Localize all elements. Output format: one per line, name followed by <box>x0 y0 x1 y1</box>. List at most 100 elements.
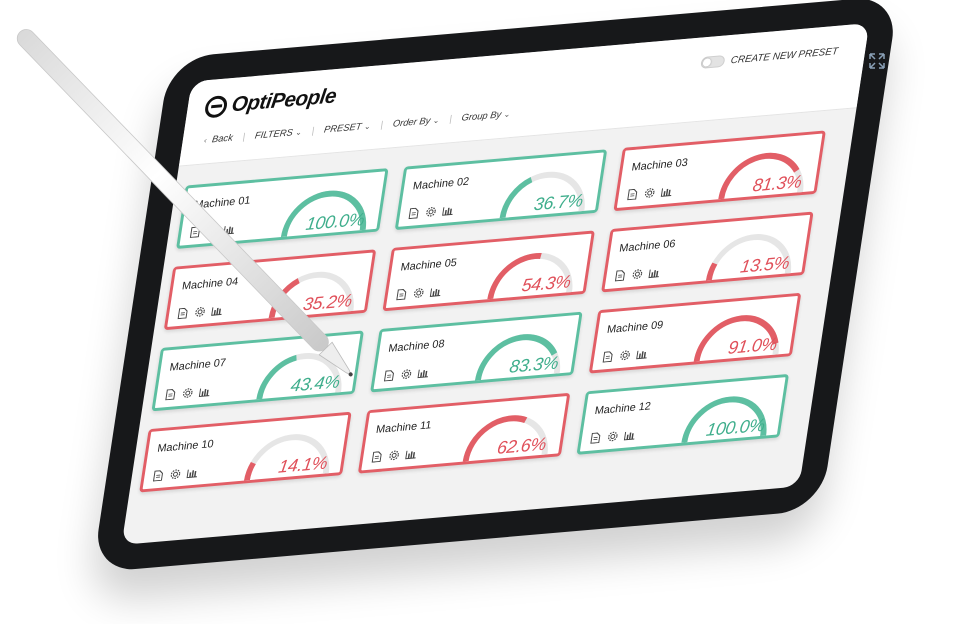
card-actions <box>614 265 660 282</box>
machine-card[interactable]: Machine 05 54.3% <box>382 230 595 312</box>
machine-name: Machine 10 <box>156 438 215 455</box>
machine-card[interactable]: Machine 12 100.0% <box>576 373 790 455</box>
card-actions <box>383 365 429 382</box>
bar-chart-icon[interactable] <box>198 384 211 397</box>
bar-chart-icon[interactable] <box>405 446 417 460</box>
card-actions <box>165 384 211 401</box>
machine-name: Machine 07 <box>168 356 227 374</box>
expand-icon[interactable] <box>868 52 885 69</box>
preset-dropdown[interactable]: PRESET ⌄ <box>323 121 371 136</box>
document-icon[interactable] <box>614 268 627 282</box>
bar-chart-icon[interactable] <box>442 203 454 216</box>
progress-gauge <box>457 401 556 464</box>
machine-name: Machine 02 <box>412 175 470 193</box>
progress-gauge <box>470 320 569 383</box>
card-actions <box>590 427 636 444</box>
machine-name: Machine 09 <box>606 319 664 336</box>
document-icon[interactable] <box>165 387 177 401</box>
document-icon[interactable] <box>590 430 602 444</box>
back-chevron-icon: ‹ <box>203 135 208 145</box>
bar-chart-icon[interactable] <box>186 465 198 479</box>
gear-icon[interactable] <box>182 385 194 398</box>
machine-card[interactable]: Machine 04 35.2% <box>163 249 377 331</box>
bar-chart-icon[interactable] <box>417 365 429 379</box>
bar-chart-icon[interactable] <box>223 221 235 235</box>
machine-name: Machine 05 <box>399 256 458 274</box>
gear-icon[interactable] <box>631 266 643 279</box>
machine-card[interactable]: Machine 07 43.4% <box>151 330 364 412</box>
document-icon[interactable] <box>177 306 189 320</box>
bar-chart-icon[interactable] <box>636 346 648 360</box>
document-icon[interactable] <box>371 449 383 463</box>
gear-icon[interactable] <box>194 304 206 317</box>
machine-card[interactable]: Machine 11 62.6% <box>357 392 571 474</box>
filters-label: FILTERS <box>254 127 294 142</box>
machine-name: Machine 11 <box>375 419 433 436</box>
card-actions <box>602 346 648 363</box>
gear-icon[interactable] <box>206 223 218 236</box>
document-icon[interactable] <box>189 224 202 239</box>
progress-gauge <box>239 420 338 483</box>
chevron-down-icon: ⌄ <box>294 127 303 138</box>
order-by-dropdown[interactable]: Order By ⌄ <box>392 115 440 130</box>
document-icon[interactable] <box>602 349 614 363</box>
gear-icon[interactable] <box>607 429 619 442</box>
progress-gauge <box>701 220 800 283</box>
divider: | <box>310 125 316 137</box>
progress-gauge <box>494 157 593 220</box>
gear-icon[interactable] <box>400 366 412 379</box>
document-icon[interactable] <box>152 468 165 482</box>
back-label: Back <box>211 132 234 146</box>
bar-chart-icon[interactable] <box>648 265 660 279</box>
document-icon[interactable] <box>627 187 639 201</box>
preset-label: PRESET <box>323 121 363 136</box>
document-icon[interactable] <box>383 368 396 382</box>
machine-card[interactable]: Machine 09 91.0% <box>588 292 802 374</box>
gear-icon[interactable] <box>644 185 656 198</box>
logo-mark-icon <box>203 94 229 119</box>
bar-chart-icon[interactable] <box>211 303 223 316</box>
progress-gauge <box>482 238 581 301</box>
tablet-device: OptiPeople CREATE NEW PRESET ‹ Back | FI… <box>92 0 899 573</box>
bar-chart-icon[interactable] <box>429 284 442 297</box>
machine-card[interactable]: Machine 08 83.3% <box>370 311 583 393</box>
chevron-down-icon: ⌄ <box>432 115 441 126</box>
gear-icon[interactable] <box>425 204 437 217</box>
create-preset-control[interactable]: CREATE NEW PRESET <box>700 45 839 69</box>
filters-dropdown[interactable]: FILTERS ⌄ <box>254 127 303 142</box>
gear-icon[interactable] <box>388 448 400 461</box>
machine-name: Machine 06 <box>618 238 677 255</box>
machine-name: Machine 08 <box>387 338 446 355</box>
bar-chart-icon[interactable] <box>623 427 636 441</box>
document-icon[interactable] <box>396 287 408 301</box>
machine-card[interactable]: Machine 02 36.7% <box>394 149 608 231</box>
chevron-down-icon: ⌄ <box>363 121 372 132</box>
divider: | <box>379 119 384 131</box>
back-button[interactable]: ‹ Back <box>203 133 233 146</box>
document-icon[interactable] <box>408 205 420 220</box>
card-actions <box>152 465 198 482</box>
progress-gauge <box>251 339 350 402</box>
bar-chart-icon[interactable] <box>660 184 673 197</box>
gear-icon[interactable] <box>170 466 182 480</box>
create-preset-toggle[interactable] <box>700 54 726 69</box>
logo: OptiPeople <box>203 84 338 120</box>
machine-name: Machine 04 <box>181 275 239 293</box>
divider: | <box>241 131 246 143</box>
gear-icon[interactable] <box>413 285 425 298</box>
card-actions <box>177 303 223 320</box>
create-preset-label: CREATE NEW PRESET <box>729 45 839 66</box>
machine-card[interactable]: Machine 03 81.3% <box>613 130 826 212</box>
card-actions <box>371 446 417 463</box>
logo-text: OptiPeople <box>230 84 338 117</box>
card-actions <box>408 203 454 220</box>
gear-icon[interactable] <box>619 348 631 361</box>
machine-card[interactable]: Machine 06 13.5% <box>601 211 814 293</box>
group-by-dropdown[interactable]: Group By ⌄ <box>460 109 511 124</box>
machine-card[interactable]: Machine 10 14.1% <box>139 411 352 493</box>
machine-name: Machine 12 <box>593 400 652 418</box>
card-actions <box>396 284 442 301</box>
group-by-label: Group By <box>460 109 502 124</box>
machine-card[interactable]: Machine 01 100.0% <box>176 168 389 249</box>
